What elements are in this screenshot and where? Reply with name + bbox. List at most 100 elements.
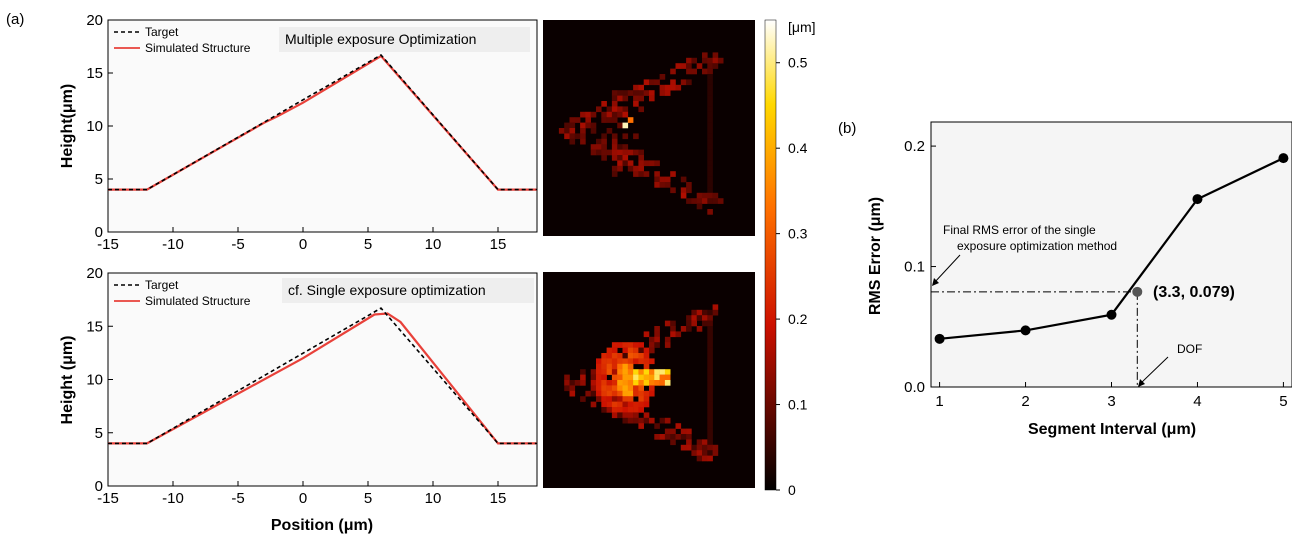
legend-label: Simulated Structure — [145, 294, 251, 308]
heatmap-cell — [707, 128, 713, 134]
colorbar-tick-label: 0.1 — [788, 397, 808, 413]
heatmap-cell — [707, 63, 713, 69]
heatmap-cell — [617, 363, 623, 370]
heatmap-cell — [664, 434, 671, 440]
heatmap-cell — [638, 380, 644, 386]
x-tick-label: 3 — [1107, 393, 1115, 410]
heatmap-cell — [643, 90, 650, 96]
y-tick-label: 10 — [86, 118, 103, 135]
heatmap-cell — [707, 57, 713, 64]
heatmap-cell — [686, 198, 692, 204]
heatmap-cell — [707, 417, 713, 424]
heatmap-cell — [590, 380, 597, 386]
heatmap-cell — [558, 128, 565, 134]
colorbar-tick-label: 0 — [788, 482, 796, 498]
heatmap-cell — [707, 155, 713, 161]
heatmap-cell — [707, 428, 713, 435]
heatmap-cell — [611, 401, 618, 408]
heatmap-cell — [670, 434, 676, 440]
heatmap-cell — [633, 90, 639, 96]
heatmap-cell — [654, 160, 660, 167]
heatmap-cell — [707, 423, 713, 429]
heatmap-cell — [686, 439, 692, 446]
y-tick-label: 0.1 — [904, 259, 925, 276]
heatmap-cell — [580, 369, 586, 375]
y-tick-label: 15 — [86, 65, 103, 82]
heatmap-cell — [707, 439, 713, 446]
heatmap-cell — [617, 149, 623, 156]
heatmap-cell — [601, 374, 607, 381]
heatmap-cell — [643, 353, 650, 359]
heatmap-cell — [611, 106, 618, 113]
heatmap-cell — [564, 380, 570, 386]
heatmap-cell — [675, 423, 682, 429]
heatmap-cell — [680, 444, 687, 451]
heatmap-cell — [633, 149, 639, 156]
y-tick-label: 15 — [86, 318, 103, 335]
heatmap-cell — [654, 176, 660, 183]
legend-label: Simulated Structure — [145, 41, 251, 55]
heatmap-cell — [596, 385, 602, 392]
heatmap-cell — [691, 198, 697, 204]
plot-frame — [930, 121, 1292, 388]
heatmap-cell — [638, 396, 644, 402]
heatmap-cell — [611, 90, 618, 96]
heatmap-cell — [601, 149, 607, 156]
heatmap-cell — [707, 149, 713, 156]
heatmap-cell — [580, 380, 586, 386]
x-tick-label: 15 — [490, 490, 507, 507]
series-line-target — [108, 53, 537, 191]
heatmap-cell — [659, 417, 666, 424]
heatmap-cell — [675, 84, 682, 91]
heatmap-cell — [638, 95, 644, 102]
heatmap-cell — [654, 380, 660, 386]
heatmap-cell — [691, 309, 697, 316]
heatmap-cell — [638, 385, 644, 392]
heatmap-cell — [617, 374, 623, 381]
x-tick-label: -15 — [97, 490, 119, 507]
heatmap-cell — [686, 444, 692, 451]
heatmap-cell — [596, 380, 602, 386]
heatmap-cell — [611, 358, 618, 365]
heatmap-cell — [707, 79, 713, 86]
colorbar-tick-label: 0.3 — [788, 226, 808, 242]
heatmap-cell — [606, 369, 613, 375]
heatmap-cell — [611, 101, 618, 107]
heatmap-cell — [622, 369, 629, 375]
heatmap-cell — [707, 315, 713, 321]
y-axis-label: Height(μm) — [59, 84, 76, 168]
heatmap-cell — [606, 380, 613, 386]
x-tick-label: 1 — [935, 393, 943, 410]
heatmap-cell — [707, 358, 713, 365]
heatmap-cell — [649, 336, 655, 343]
heatmap-cell — [633, 369, 639, 375]
heatmap-cell — [569, 138, 576, 145]
heatmap-cell — [617, 144, 623, 150]
heatmap-cell — [696, 444, 703, 451]
heatmap-cell — [622, 155, 629, 161]
heatmap-cell — [702, 57, 708, 64]
heatmap-cell — [643, 331, 650, 338]
heatmap-cell — [617, 342, 623, 348]
heatmap-cell — [707, 171, 713, 177]
heatmap-cell — [654, 79, 660, 86]
heatmap-cell — [707, 74, 713, 80]
heatmap-cell — [659, 182, 666, 188]
heatmap-cell — [606, 117, 613, 123]
chart-title: Multiple exposure Optimization — [285, 31, 476, 47]
heatmap-cell — [580, 374, 586, 381]
heatmap-cell — [622, 390, 629, 397]
heatmap-cell — [707, 347, 713, 354]
heatmap-cell — [611, 374, 618, 381]
y-axis-label: RMS Error (μm) — [867, 197, 884, 315]
title-box — [282, 278, 534, 303]
heatmap-cell — [627, 358, 634, 365]
heatmap-cell — [638, 171, 644, 177]
heatmap-cell — [670, 331, 676, 338]
heatmap-cell — [564, 133, 570, 140]
heatmap-cell — [627, 401, 634, 408]
heatmap-cell — [707, 84, 713, 91]
heatmap-cell — [659, 380, 666, 386]
heatmap-cell — [585, 111, 591, 118]
